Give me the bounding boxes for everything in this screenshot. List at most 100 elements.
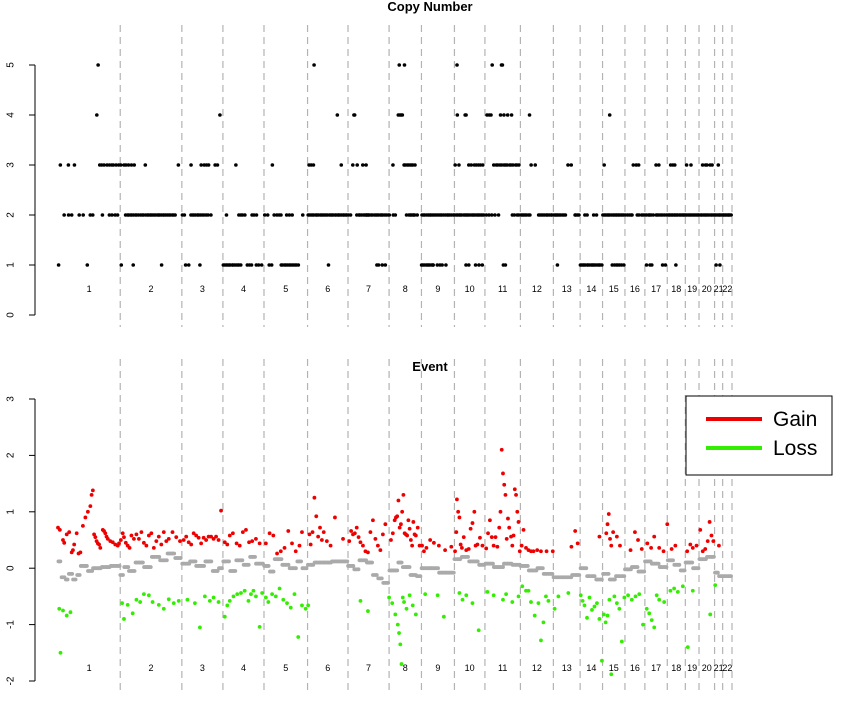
event-data-point [582,603,587,608]
event-title: Event [412,359,448,374]
event-data-point [436,543,441,548]
event-data-point [622,574,627,578]
event-data-point [717,543,721,548]
event-chromosome-label: 22 [722,663,732,673]
event-data-point [550,571,555,576]
event-data-point [595,601,599,606]
copy-number-chromosome-label: 16 [630,284,640,294]
copy-number-data-point [729,213,733,217]
event-data-point [273,594,278,599]
event-data-point [380,532,385,537]
event-data-point [405,533,410,538]
copy-number-data-point [435,263,440,267]
event-chromosome-label: 5 [283,663,288,673]
copy-number-data-point [411,213,416,217]
event-data-point [251,588,256,593]
event-data-point [690,545,695,550]
event-data-point [185,597,190,602]
event-data-point [174,535,179,540]
event-data-point [399,522,403,527]
legend: Gain Loss [685,395,833,476]
event-data-point [65,577,70,582]
event-data-point [227,599,232,603]
event-data-point [308,542,313,547]
event-data-point [399,662,404,666]
event-data-point [368,530,373,535]
copy-number-data-point [312,63,316,67]
event-data-point [352,531,357,536]
event-data-point [254,536,258,541]
event-data-point [636,538,640,542]
event-data-point [373,536,378,541]
copy-number-data-point [577,213,581,217]
copy-number-data-point [705,163,709,167]
event-data-point [694,543,699,548]
event-data-point [227,559,231,564]
event-data-point [431,540,436,545]
event-data-point [370,560,375,565]
event-data-point [80,524,85,528]
event-data-point [117,564,122,568]
event-data-point [546,599,551,603]
copy-number-data-point [413,163,417,167]
event-data-point [297,543,302,548]
event-data-point [690,588,695,593]
event-data-point [123,540,128,545]
copy-number-chromosome-label: 18 [671,284,681,294]
event-data-point [72,542,77,547]
event-data-point [57,527,62,532]
event-data-point [196,535,201,540]
event-data-point [304,566,309,571]
copy-number-data-point [351,163,355,167]
event-data-point [512,487,517,492]
copy-number-data-point [173,213,177,217]
copy-number-data-point [58,163,63,167]
event-data-point [573,529,578,533]
copy-number-data-point [453,163,457,167]
event-data-point [225,542,230,547]
copy-number-data-point [489,213,494,217]
copy-number-data-point [511,163,515,167]
event-data-point [424,545,429,550]
event-data-point [383,522,388,527]
copy-number-chromosome-label: 13 [562,284,572,294]
copy-number-y-tick-label: 4 [6,112,17,118]
event-data-point [390,531,395,536]
event-chromosome-label: 13 [562,663,572,673]
event-data-point [524,545,528,550]
event-data-point [680,584,685,589]
event-data-point [349,529,354,533]
copy-number-data-point [131,263,136,267]
copy-number-data-point [591,213,596,217]
event-data-point [503,492,508,497]
event-data-point [696,566,701,571]
copy-number-chromosome-label: 17 [651,284,661,294]
copy-number-data-point [296,263,301,267]
event-data-point [73,577,78,582]
event-data-point [215,569,220,573]
copy-number-data-point [602,163,606,167]
copy-number-data-point [660,263,665,267]
event-data-point [475,542,480,547]
event-chromosome-label: 14 [586,663,596,673]
copy-number-data-point [505,113,510,117]
copy-number-data-point [517,163,521,167]
copy-number-data-point [252,213,256,217]
event-data-point [171,601,176,606]
event-data-point [237,543,242,548]
event-data-point [517,549,522,554]
event-data-point [240,558,245,563]
copy-number-chromosome-label: 21 [714,284,724,294]
event-data-point [614,534,619,539]
event-data-point [407,526,412,531]
event-data-point [74,531,79,536]
event-data-point [193,601,197,606]
event-data-point [134,532,139,537]
event-data-point [164,539,169,544]
copy-number-data-point [464,113,468,117]
copy-number-data-point [224,213,229,217]
copy-number-chromosome-label: 1 [87,284,92,294]
event-data-point [585,615,589,620]
copy-number-chromosome-label: 2 [149,284,154,294]
event-data-point [420,543,424,548]
